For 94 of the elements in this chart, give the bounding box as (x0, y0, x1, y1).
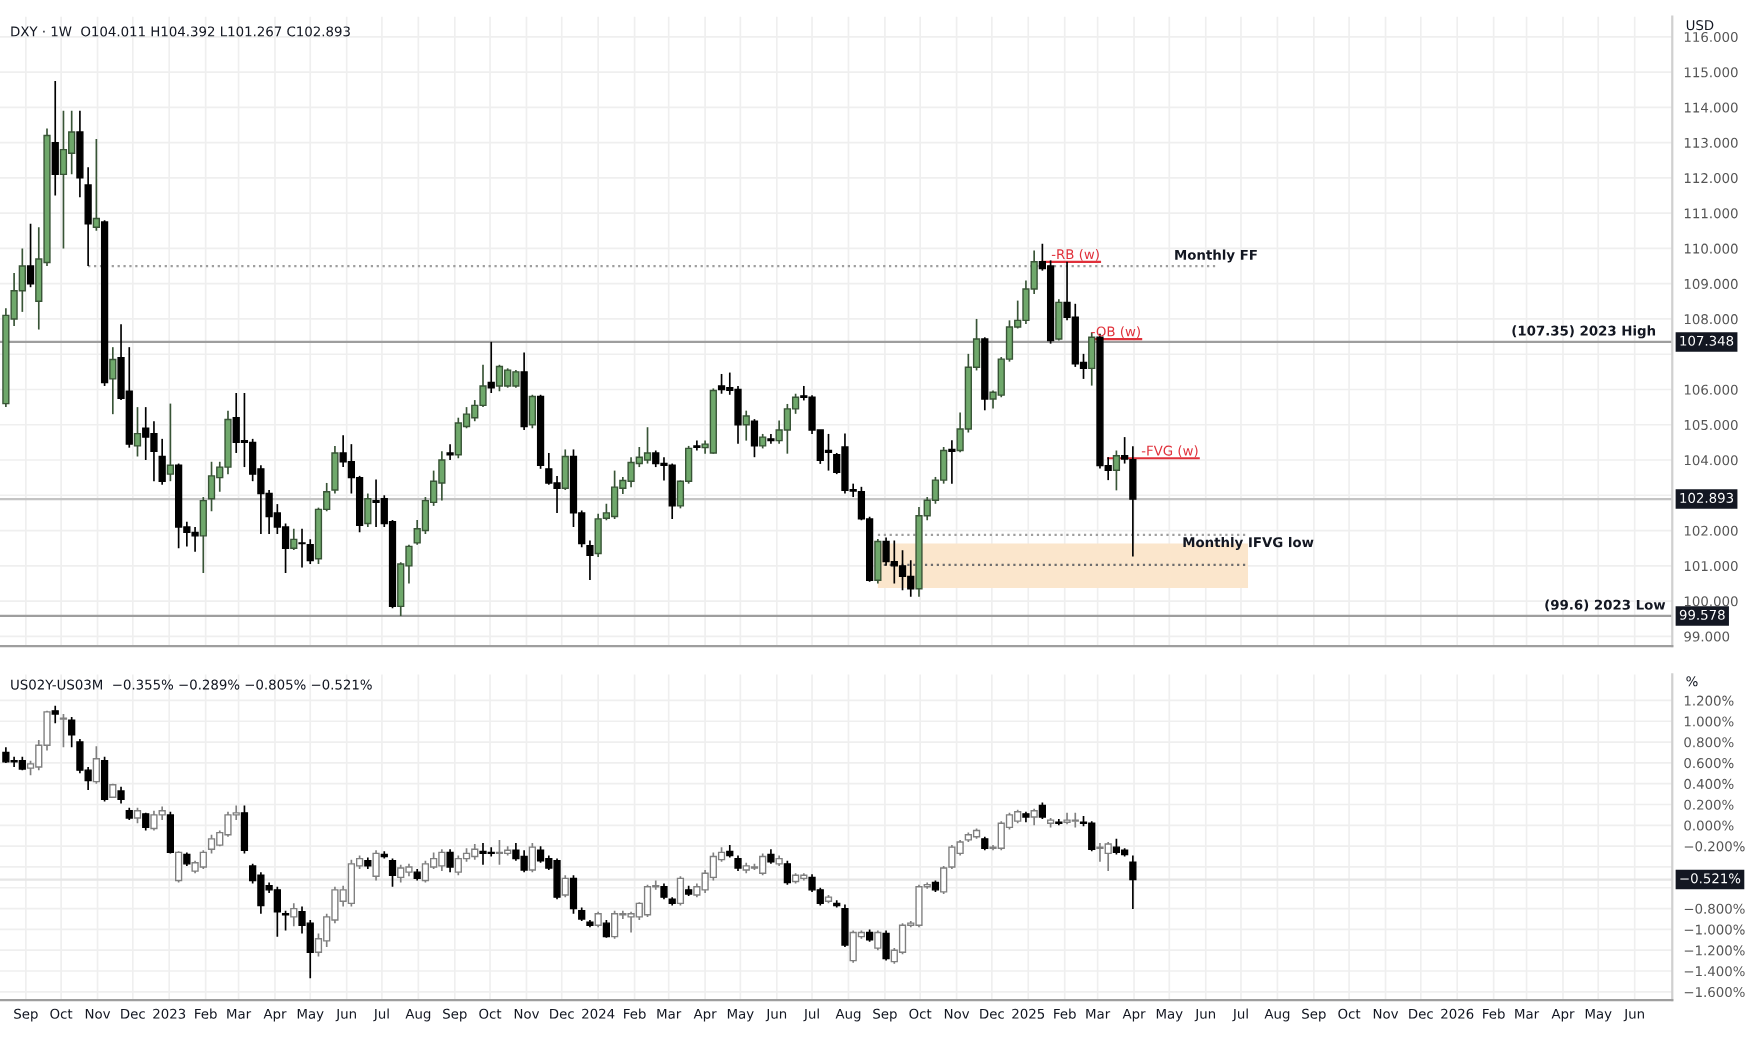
candlestick (504, 367, 512, 389)
candlestick (281, 909, 290, 932)
candlestick (841, 903, 849, 948)
candlestick (199, 849, 207, 870)
candlestick (207, 460, 216, 512)
candlestick (92, 745, 100, 785)
candlestick (347, 858, 356, 908)
candlestick (479, 842, 487, 866)
candlestick (841, 432, 849, 495)
candlestick (874, 929, 882, 952)
candlestick (627, 910, 635, 934)
candlestick (907, 559, 915, 598)
candlestick (290, 527, 298, 551)
candlestick (133, 406, 142, 458)
candlestick (915, 883, 923, 929)
candlestick (495, 363, 504, 393)
candlestick (388, 857, 397, 888)
candlestick (561, 448, 569, 491)
candlestick (783, 403, 791, 455)
candlestick (1112, 449, 1121, 492)
candlestick (174, 850, 183, 884)
candlestick (610, 909, 619, 940)
candlestick (759, 852, 767, 877)
candlestick (874, 538, 882, 585)
candlestick (783, 859, 791, 886)
candlestick (553, 857, 561, 901)
candlestick (26, 222, 35, 289)
candlestick (1055, 298, 1063, 342)
candlestick (569, 874, 578, 915)
candlestick (882, 929, 890, 962)
candlestick (446, 848, 454, 873)
candlestick (51, 80, 59, 197)
candlestick (199, 496, 207, 574)
candlestick (643, 883, 652, 918)
candlestick (520, 849, 528, 873)
candlestick (454, 854, 462, 877)
candlestick (59, 713, 68, 749)
candlestick (676, 875, 685, 907)
candlestick (742, 409, 750, 442)
candlestick (1129, 854, 1137, 910)
candlestick (207, 833, 216, 855)
candlestick (306, 919, 314, 980)
candlestick (1088, 820, 1096, 853)
candlestick (166, 402, 175, 483)
candlestick (298, 527, 306, 569)
candlestick (18, 247, 26, 313)
candlestick (191, 526, 199, 553)
candlestick (364, 492, 372, 528)
candlestick (528, 842, 536, 873)
candlestick (142, 406, 150, 461)
candlestick (158, 438, 166, 486)
candlestick (306, 538, 314, 565)
candlestick (59, 110, 68, 250)
candlestick (166, 810, 175, 855)
candlestick (594, 512, 602, 558)
candlestick (446, 443, 454, 461)
candlestick (240, 804, 249, 855)
candlestick (150, 809, 158, 832)
candlestick (750, 418, 759, 459)
candlestick (1104, 841, 1112, 872)
candlestick (890, 539, 898, 585)
candlestick (561, 874, 569, 898)
candlestick (610, 469, 619, 520)
candlestick (92, 138, 100, 232)
candlestick (898, 549, 907, 591)
candlestick (438, 848, 446, 872)
candlestick (109, 346, 117, 416)
candlestick (224, 810, 232, 838)
candlestick (232, 392, 240, 454)
candlestick (438, 450, 446, 502)
candlestick (372, 849, 380, 882)
candlestick (273, 885, 281, 938)
candlestick (372, 478, 380, 528)
candlestick (68, 110, 76, 176)
candlestick (643, 426, 652, 465)
candlestick (717, 373, 726, 395)
candlestick (849, 929, 857, 964)
candlestick (1071, 302, 1079, 368)
candlestick (997, 820, 1005, 852)
candlestick (240, 392, 249, 468)
candlestick (898, 922, 907, 956)
candlestick (528, 393, 536, 430)
candlestick (100, 755, 109, 803)
candlestick (257, 871, 265, 915)
candlestick (1071, 811, 1079, 829)
candlestick (545, 452, 553, 486)
candlestick (421, 859, 430, 884)
candlestick (1129, 445, 1137, 558)
candlestick (668, 462, 676, 520)
candlestick (290, 902, 298, 928)
candlestick (454, 416, 462, 460)
candlestick (948, 439, 956, 485)
candlestick (824, 433, 833, 472)
candlestick (1096, 842, 1104, 863)
